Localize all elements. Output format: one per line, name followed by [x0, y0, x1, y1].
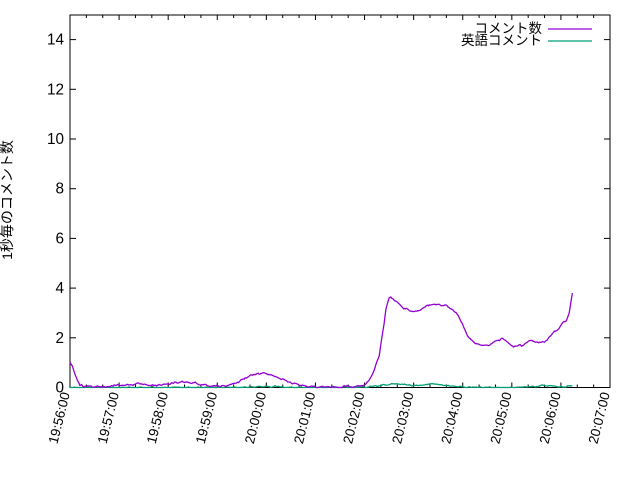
svg-text:12: 12	[47, 81, 64, 98]
svg-text:2: 2	[55, 330, 64, 347]
svg-text:1秒毎のコメント数: 1秒毎のコメント数	[0, 140, 15, 260]
svg-text:10: 10	[47, 131, 64, 148]
svg-text:英語コメント: 英語コメント	[461, 32, 542, 48]
svg-text:6: 6	[55, 230, 64, 247]
svg-text:8: 8	[55, 181, 64, 198]
svg-text:4: 4	[55, 280, 64, 297]
svg-text:14: 14	[47, 32, 65, 49]
